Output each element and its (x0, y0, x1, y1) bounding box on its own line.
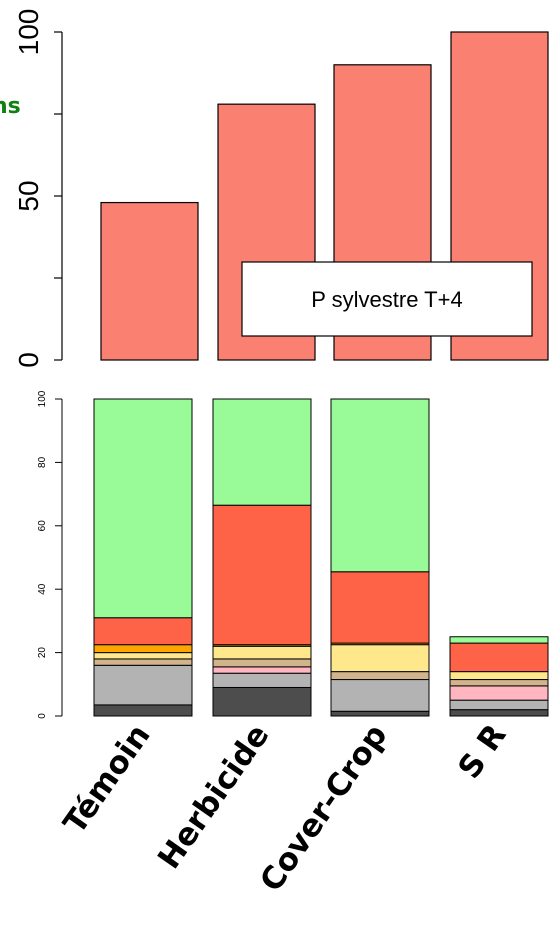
stacked-bar-segment (212, 398, 312, 506)
stacked-bar-segment (449, 699, 549, 711)
stacked-bar-segment (93, 658, 193, 666)
stacked-bar-segment (330, 671, 430, 681)
top-bar-chart: 0 50 100 ns P sylvestre T+4 (0, 9, 549, 368)
top-y-tick-label: 100 (13, 9, 44, 56)
top-y-tick-label: 0 (13, 352, 44, 368)
category-label: Témoin (57, 718, 158, 841)
category-label: S R (451, 718, 513, 785)
stacked-bar-segment (449, 642, 549, 673)
stacked-bar-segment (330, 679, 430, 712)
stacked-bar-segment (93, 398, 193, 619)
top-bar (100, 201, 199, 361)
stacked-bar-segment (212, 672, 312, 688)
stacked-bar-segment (449, 636, 549, 644)
stacked-bar-segment (330, 571, 430, 644)
category-label: Cover-Crop (253, 718, 394, 898)
top-legend-box (241, 261, 533, 337)
stacked-bar-segment (93, 704, 193, 717)
stacked-bar-segment (93, 652, 193, 660)
category-label: Herbicide (151, 718, 276, 876)
bottom-y-tick-label: 60 (37, 520, 48, 532)
stacked-bar-segment (93, 617, 193, 646)
stacked-bar-segment (212, 645, 312, 660)
stacked-bar-segment (449, 679, 549, 687)
stacked-bar-segment (449, 671, 549, 681)
top-y-tick-label: 50 (13, 180, 44, 211)
stacked-bar-segment (330, 644, 430, 673)
top-legend-text: P sylvestre T+4 (311, 287, 462, 312)
top-legend: P sylvestre T+4 (241, 261, 533, 337)
bottom-y-tick-label: 40 (37, 583, 48, 595)
stacked-bar-segment (212, 658, 312, 668)
top-y-axis-label-fragment: ns (0, 94, 21, 119)
stacked-bar-segment (449, 709, 549, 717)
stacked-bar-segment (330, 398, 430, 573)
stacked-bar-segment (93, 644, 193, 654)
stacked-bar-segment (449, 685, 549, 701)
bottom-y-tick-label: 0 (37, 713, 48, 719)
stacked-bar-segment (330, 710, 430, 717)
bottom-y-tick-label: 80 (37, 456, 48, 468)
stacked-bar-segment (212, 666, 312, 674)
stacked-bar-segment (212, 504, 312, 646)
stacked-bar-segment (212, 686, 312, 717)
bottom-y-tick-label: 100 (37, 390, 48, 407)
stacked-bar-segment (93, 664, 193, 706)
bottom-y-tick-label: 20 (37, 647, 48, 659)
